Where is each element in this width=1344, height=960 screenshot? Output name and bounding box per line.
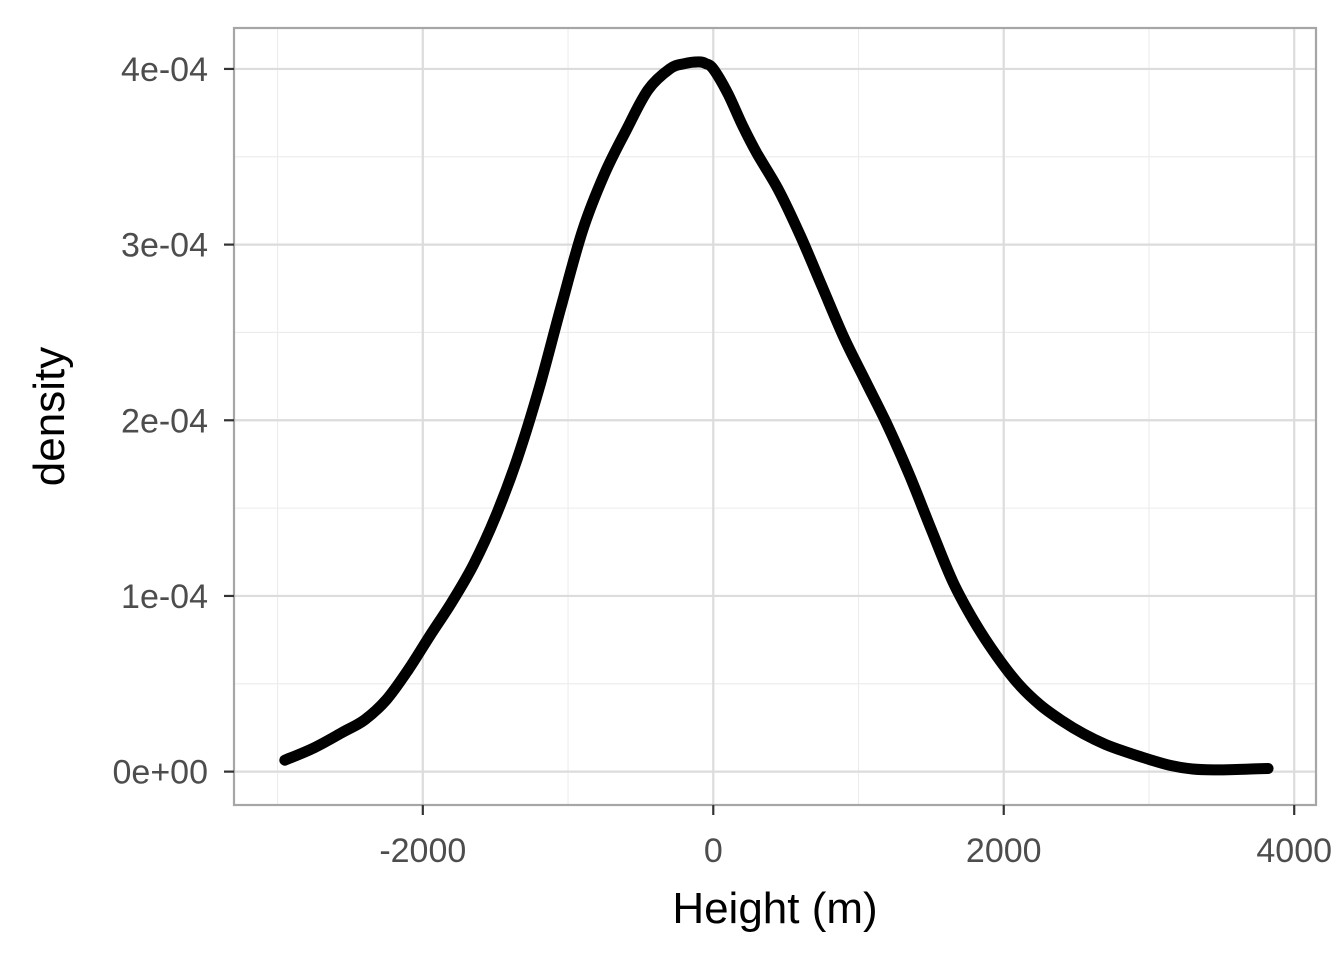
series-layer: [279, 56, 1274, 776]
density-curve: [279, 56, 1274, 776]
y-tick-label: 0e+00: [113, 754, 209, 792]
x-tick-label: -2000: [379, 832, 466, 870]
y-axis-tick-labels: 0e+00 1e-04 2e-04 3e-04 4e-04: [113, 51, 209, 792]
x-axis-title: Height (m): [672, 884, 877, 933]
major-gridlines: [234, 28, 1316, 805]
y-axis-title: density: [25, 347, 74, 486]
x-tick-label: 2000: [966, 832, 1042, 870]
minor-gridlines: [234, 28, 1316, 805]
y-tick-label: 4e-04: [121, 51, 208, 89]
y-tick-label: 1e-04: [121, 578, 208, 616]
x-axis-tick-labels: -2000 0 2000 4000: [379, 832, 1332, 870]
panel-border: [232, 26, 1318, 807]
y-tick-label: 3e-04: [121, 227, 208, 265]
y-tick-label: 2e-04: [121, 402, 208, 440]
x-tick-label: 0: [704, 832, 723, 870]
axis-ticks: [224, 67, 1296, 815]
x-tick-label: 4000: [1256, 832, 1332, 870]
